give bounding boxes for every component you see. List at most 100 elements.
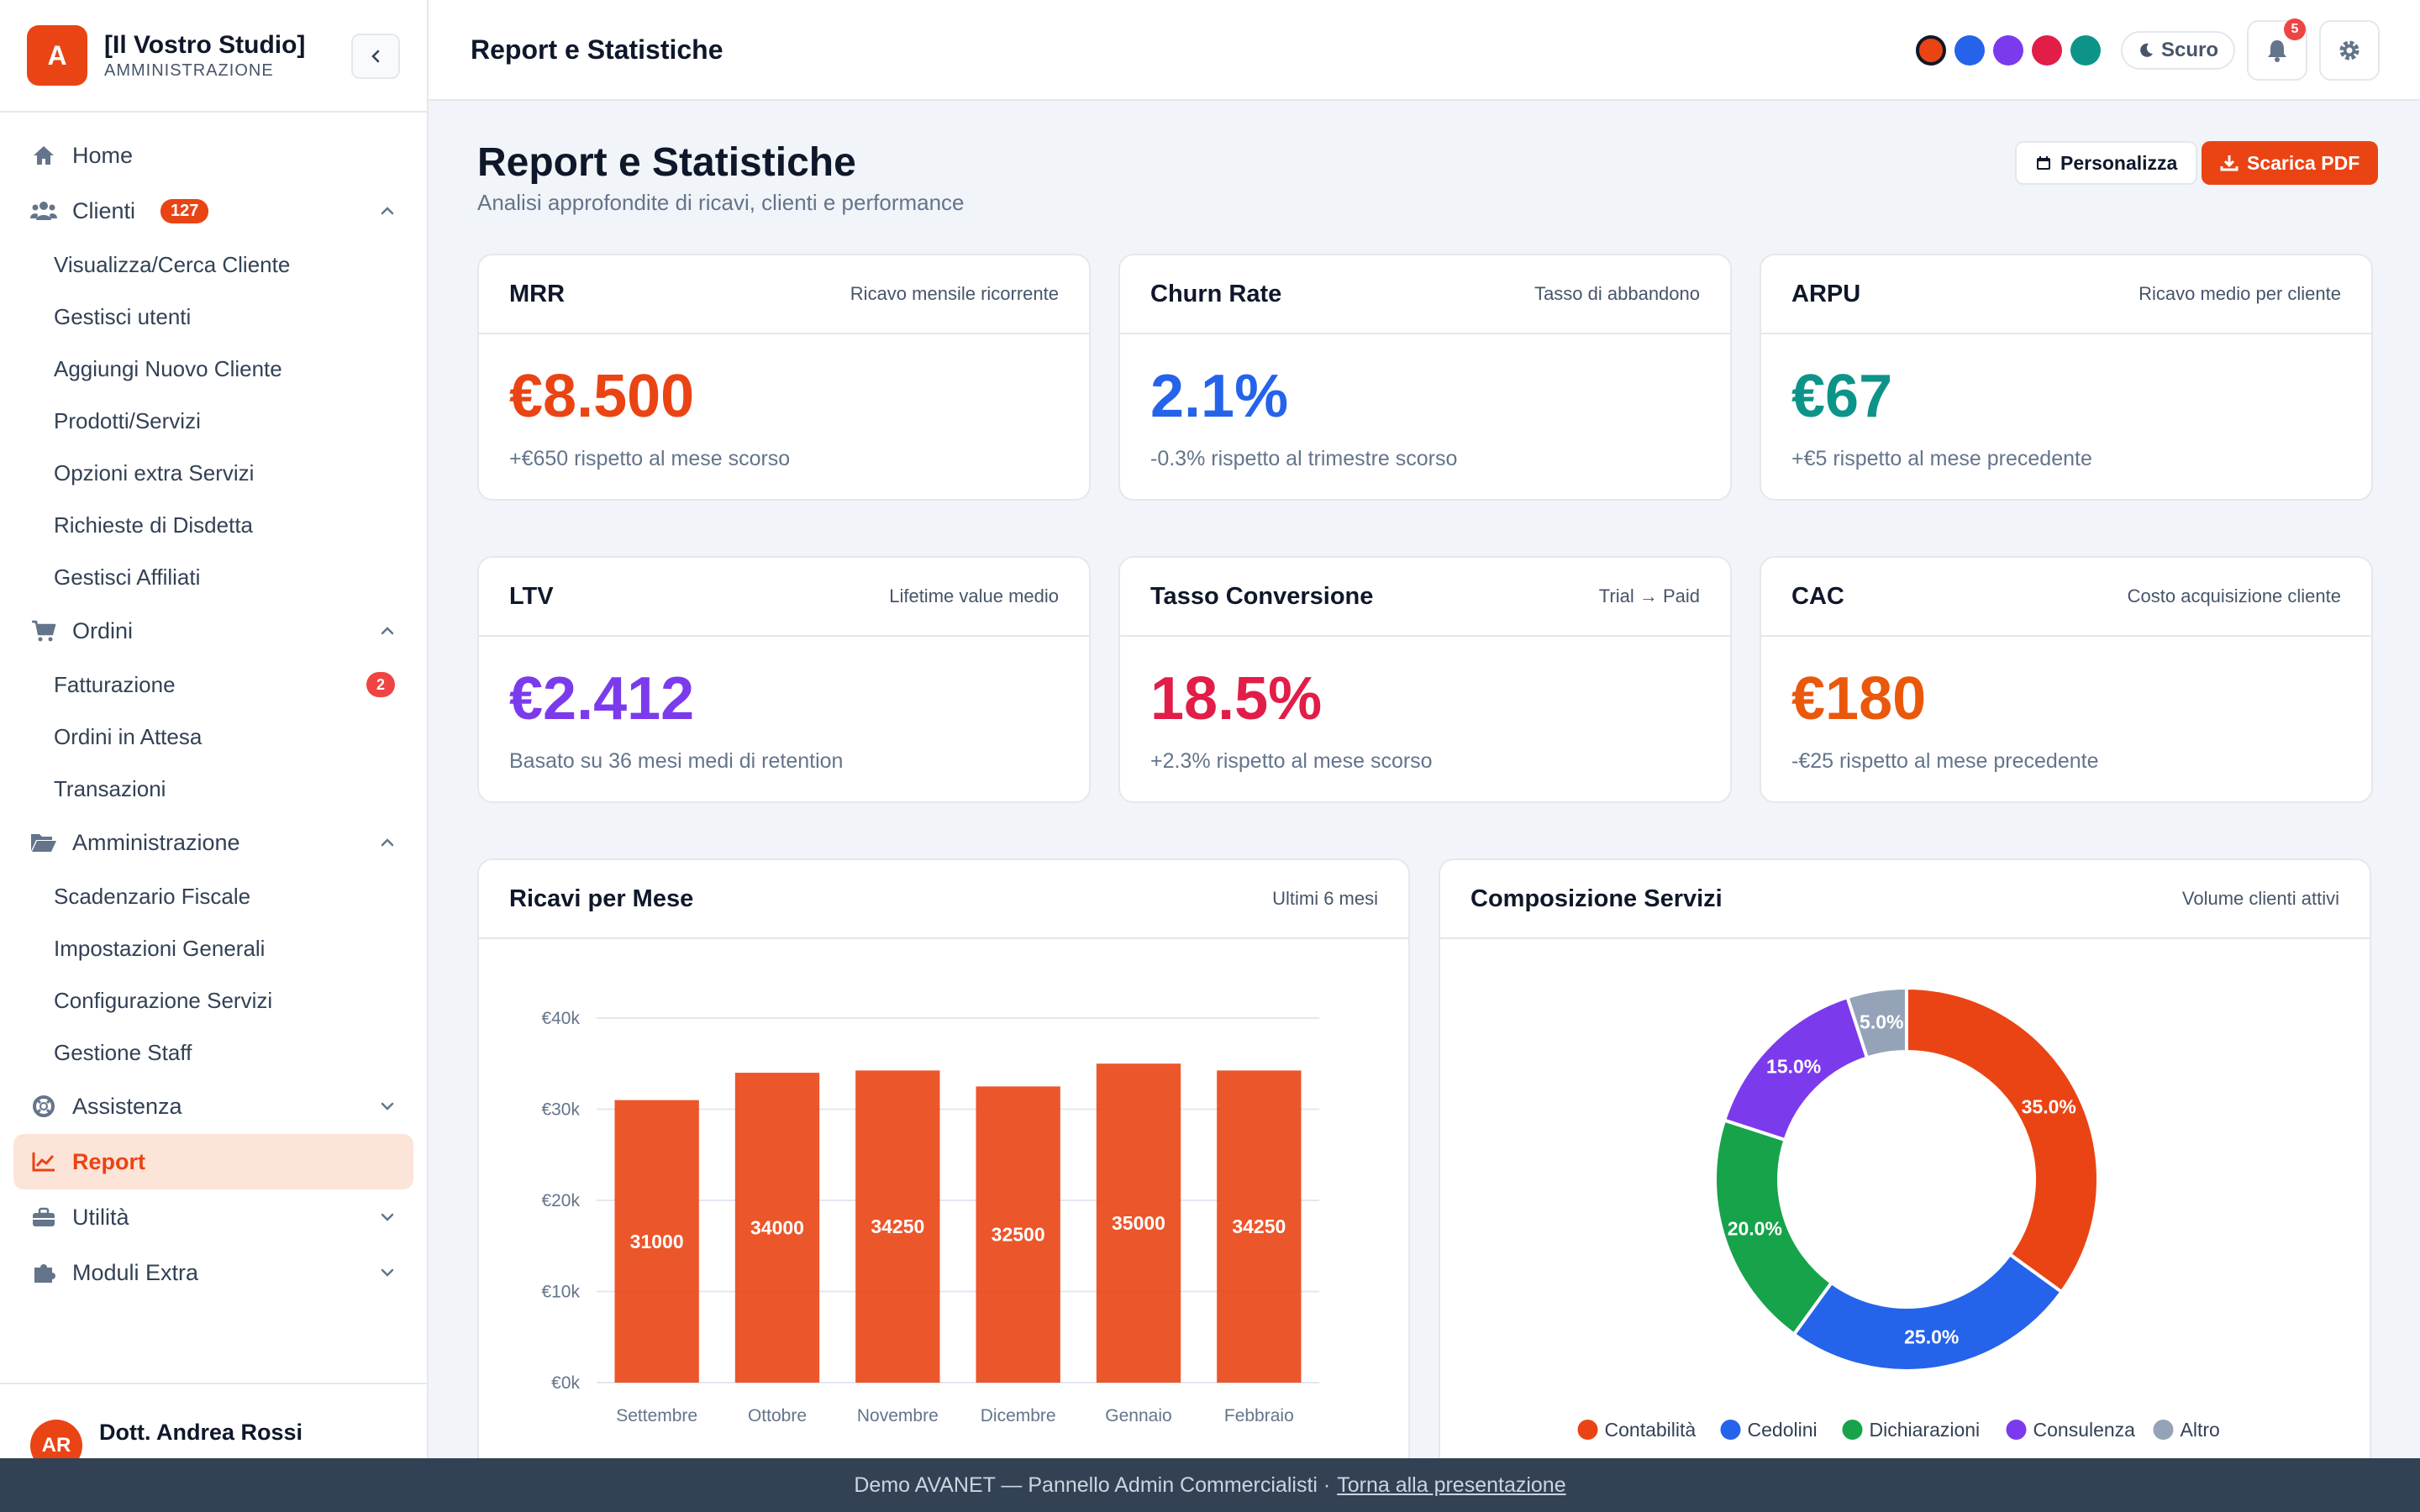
chevron-down-icon[interactable] bbox=[378, 1208, 397, 1226]
user-name: Dott. Andrea Rossi bbox=[99, 1420, 303, 1445]
donut-slice bbox=[1845, 985, 1908, 1060]
dark-mode-label: Scuro bbox=[2160, 39, 2218, 61]
slice-percent-label: 15.0% bbox=[1766, 1056, 1821, 1078]
kpi-note: -€25 rispetto al mese precedente bbox=[1791, 749, 2099, 773]
sidebar-subitem-fatturazione[interactable]: Fatturazione 2 bbox=[0, 659, 427, 711]
revenue-bar bbox=[855, 1070, 940, 1383]
kpi-title: Churn Rate bbox=[1150, 280, 1282, 307]
bar-value-label: 31000 bbox=[630, 1231, 684, 1252]
kpi-hint: Tasso di abbandono bbox=[1534, 283, 1700, 304]
services-panel: Composizione Servizi Volume clienti attiv… bbox=[1439, 858, 2371, 1497]
kpi-title: Tasso Conversione bbox=[1150, 582, 1374, 610]
y-tick-label: €40k bbox=[541, 1009, 580, 1028]
sidebar-subitem[interactable]: Prodotti/Servizi bbox=[54, 407, 201, 433]
sidebar-subitem[interactable]: Gestisci utenti bbox=[54, 303, 192, 329]
top-header: Report e Statistiche Scuro 5 bbox=[429, 0, 2420, 101]
sidebar-subitem[interactable]: Gestione Staff bbox=[54, 1039, 192, 1065]
cart-icon bbox=[30, 617, 57, 644]
kpi-value: 18.5% bbox=[1150, 665, 1323, 732]
chevron-down-icon[interactable] bbox=[378, 1263, 397, 1282]
theme-color-swatch-blue[interactable] bbox=[1954, 35, 1985, 66]
user-profile[interactable]: AR Dott. Andrea Rossi bbox=[0, 1383, 427, 1472]
sidebar-subitem[interactable]: Gestisci Affiliati bbox=[54, 564, 201, 590]
sidebar-item-moduli[interactable]: Moduli Extra bbox=[0, 1245, 427, 1300]
bar-value-label: 35000 bbox=[1112, 1212, 1165, 1234]
kpi-card-arpu: ARPU Ricavo medio per cliente €67 +€5 ris… bbox=[1760, 254, 2373, 501]
kpi-note: -0.3% rispetto al trimestre scorso bbox=[1150, 447, 1458, 470]
sidebar-item-clienti[interactable]: Clienti 127 bbox=[0, 183, 427, 239]
legend-label: Consulenza bbox=[2033, 1419, 2136, 1441]
kpi-note: Basato su 36 mesi medi di retention bbox=[509, 749, 844, 773]
theme-color-swatch-rose[interactable] bbox=[2031, 35, 2062, 66]
sidebar-subitem[interactable]: Impostazioni Generali bbox=[54, 935, 266, 961]
kpi-card-ltv: LTV Lifetime value medio €2.412 Basato su… bbox=[477, 556, 1091, 803]
collapse-sidebar-button[interactable] bbox=[351, 34, 400, 79]
chevron-left-icon bbox=[371, 50, 380, 63]
legend-swatch bbox=[1720, 1420, 1741, 1440]
sidebar-subitem[interactable]: Configurazione Servizi bbox=[54, 987, 273, 1013]
demo-footer: Demo AVANET — Pannello Admin Commerciali… bbox=[0, 1458, 2420, 1512]
panel-title: Ricavi per Mese bbox=[509, 885, 694, 912]
panel-hint: Ultimi 6 mesi bbox=[1272, 888, 1378, 909]
sidebar-subitem[interactable]: Ordini in Attesa bbox=[54, 723, 203, 749]
kpi-value: €180 bbox=[1791, 665, 1927, 732]
sidebar-subitem[interactable]: Scadenzario Fiscale bbox=[54, 883, 251, 909]
calendar-icon bbox=[2037, 156, 2050, 170]
kpi-title: MRR bbox=[509, 280, 566, 307]
chevron-up-icon[interactable] bbox=[378, 202, 397, 220]
toolbox-icon bbox=[30, 1204, 57, 1231]
theme-color-swatch-orange[interactable] bbox=[1915, 35, 1946, 66]
bar-value-label: 34250 bbox=[871, 1215, 924, 1237]
users-icon bbox=[30, 197, 57, 224]
x-tick-label: Febbraio bbox=[1224, 1406, 1294, 1425]
page-subtitle: Analisi approfondite di ricavi, clienti … bbox=[477, 190, 965, 215]
customize-button[interactable]: Personalizza bbox=[2015, 141, 2198, 185]
sidebar-item-utilita[interactable]: Utilità bbox=[0, 1189, 427, 1245]
y-tick-label: €10k bbox=[541, 1283, 580, 1302]
sidebar-item-report[interactable]: Report bbox=[13, 1134, 413, 1189]
kpi-hint: Lifetime value medio bbox=[889, 585, 1059, 606]
sidebar-item-ordini[interactable]: Ordini bbox=[0, 603, 427, 659]
back-to-presentation-link[interactable]: Torna alla presentazione bbox=[1337, 1473, 1566, 1497]
moon-icon bbox=[2140, 43, 2153, 57]
sidebar-item-label: Utilità bbox=[72, 1204, 129, 1230]
download-pdf-button[interactable]: Scarica PDF bbox=[2202, 141, 2379, 185]
sidebar-item-assistenza[interactable]: Assistenza bbox=[0, 1079, 427, 1134]
clienti-count-badge: 127 bbox=[160, 198, 209, 223]
revenue-panel: Ricavi per Mese Ultimi 6 mesi €0k €10k €20k… bbox=[477, 858, 1410, 1497]
page-title: Report e Statistiche bbox=[477, 140, 856, 185]
revenue-bar bbox=[976, 1086, 1060, 1383]
x-tick-label: Settembre bbox=[616, 1406, 697, 1425]
legend-swatch bbox=[2153, 1420, 2174, 1440]
theme-color-swatch-purple[interactable] bbox=[1992, 35, 2023, 66]
sidebar-subitem[interactable]: Aggiungi Nuovo Cliente bbox=[54, 355, 282, 381]
dark-mode-toggle[interactable]: Scuro bbox=[2120, 31, 2235, 70]
kpi-value: €8.500 bbox=[509, 363, 695, 430]
chevron-up-icon[interactable] bbox=[378, 833, 397, 852]
kpi-value: 2.1% bbox=[1150, 363, 1289, 430]
notifications-button[interactable]: 5 bbox=[2247, 18, 2307, 81]
chevron-up-icon[interactable] bbox=[378, 622, 397, 640]
sidebar-item-label: Home bbox=[72, 142, 134, 168]
brand-logo[interactable]: A bbox=[27, 25, 87, 86]
services-donut-chart: 35.0% 25.0% 20.0% 15.0% 5.0% Contabilità Cedol… bbox=[1577, 985, 2220, 1441]
kpi-hint: Ricavo mensile ricorrente bbox=[850, 283, 1059, 304]
kpi-hint: Ricavo medio per cliente bbox=[2139, 283, 2341, 304]
settings-button[interactable] bbox=[2319, 20, 2380, 81]
customize-label: Personalizza bbox=[2060, 151, 2178, 174]
download-icon bbox=[2220, 155, 2238, 171]
slice-percent-label: 20.0% bbox=[1728, 1218, 1782, 1240]
sidebar-subitem[interactable]: Opzioni extra Servizi bbox=[54, 459, 255, 486]
bar-value-label: 34000 bbox=[750, 1217, 804, 1239]
sidebar-item-home[interactable]: Home bbox=[0, 128, 427, 183]
chevron-down-icon[interactable] bbox=[378, 1097, 397, 1116]
slice-percent-label: 35.0% bbox=[2022, 1096, 2076, 1118]
sidebar-subitem[interactable]: Richieste di Disdetta bbox=[54, 512, 253, 538]
sidebar-item-amministrazione[interactable]: Amministrazione bbox=[0, 815, 427, 870]
theme-color-swatch-teal[interactable] bbox=[2070, 35, 2101, 66]
sidebar-subitem[interactable]: Transazioni bbox=[54, 775, 166, 801]
chart-line-icon bbox=[30, 1148, 57, 1175]
sidebar-subitem[interactable]: Visualizza/Cerca Cliente bbox=[54, 251, 291, 277]
legend-label: Dichiarazioni bbox=[1870, 1419, 1981, 1441]
revenue-bar bbox=[1096, 1063, 1181, 1383]
